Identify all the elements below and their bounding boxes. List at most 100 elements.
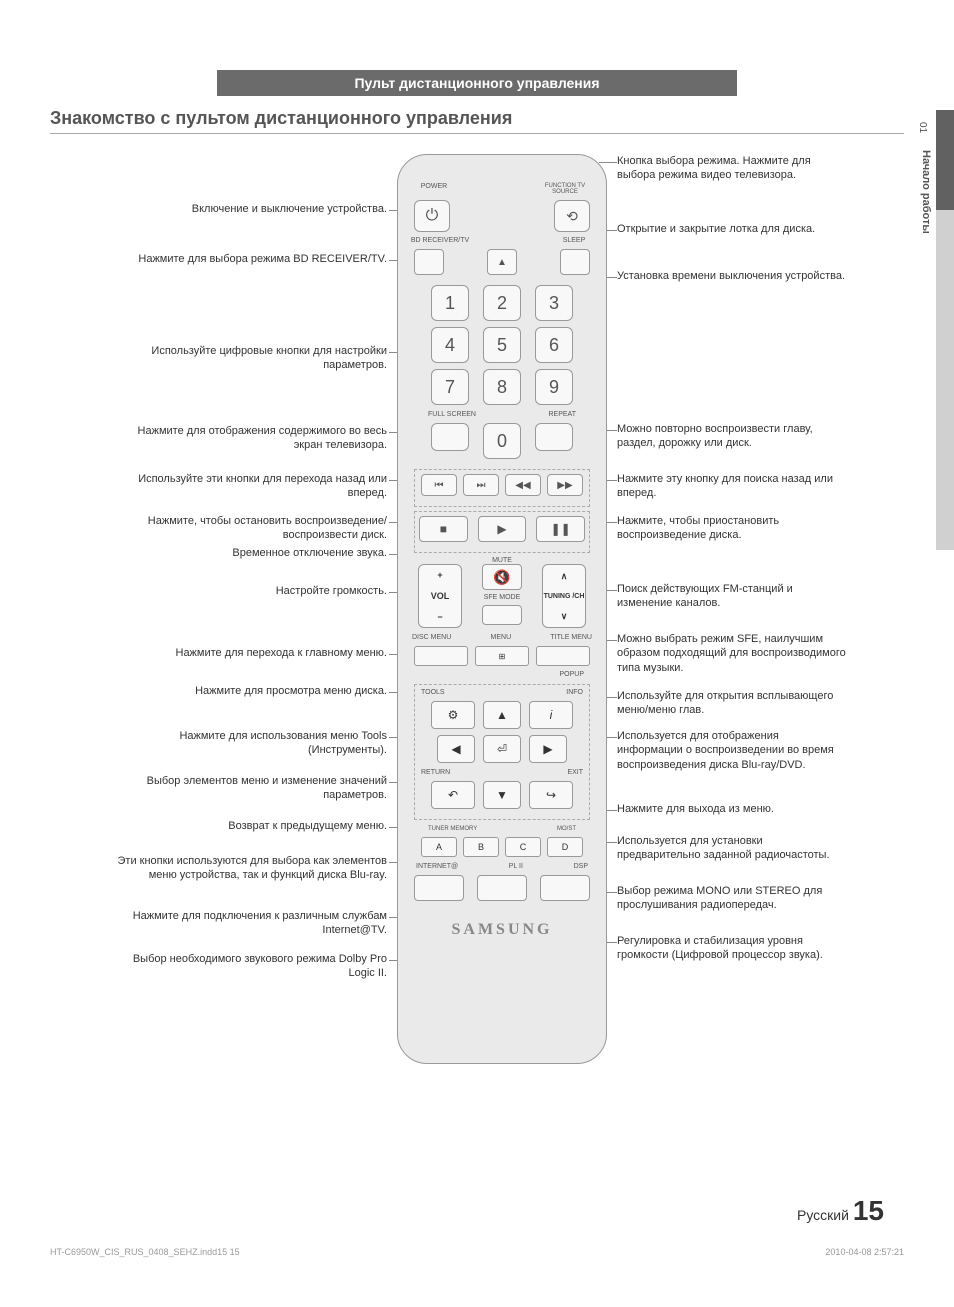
function-label: FUNCTION TV SOURCE <box>540 183 590 195</box>
num-4[interactable]: 4 <box>431 327 469 363</box>
repeat-label: REPEAT <box>549 411 577 418</box>
ffwd-button[interactable]: ▶▶ <box>547 474 583 496</box>
callout-left: Используйте цифровые кнопки для настройк… <box>107 344 387 373</box>
num-1[interactable]: 1 <box>431 285 469 321</box>
num-2[interactable]: 2 <box>483 285 521 321</box>
sfe-button[interactable] <box>482 605 522 625</box>
info-label: INFO <box>566 689 583 696</box>
internet-button[interactable] <box>414 875 464 901</box>
callout-right: Нажмите для выхода из меню. <box>617 802 847 816</box>
page-footer: HT-C6950W_CIS_RUS_0408_SEHZ.indd15 15 20… <box>50 1247 904 1257</box>
num-6[interactable]: 6 <box>535 327 573 363</box>
num-9[interactable]: 9 <box>535 369 573 405</box>
callout-left: Возврат к предыдущему меню. <box>107 819 387 833</box>
popup-label: POPUP <box>408 671 596 678</box>
callout-right: Выбор режима MONO или STEREO для прослуш… <box>617 884 847 913</box>
pl2-label: PL II <box>509 863 523 870</box>
callout-right: Регулировка и стабилизация уровня громко… <box>617 934 847 963</box>
fullscreen-label: FULL SCREEN <box>428 411 476 418</box>
mute-button[interactable]: 🔇 <box>482 564 522 590</box>
callout-right: Используется для установки предварительн… <box>617 834 847 863</box>
exit-button[interactable]: ↪ <box>529 781 573 809</box>
internet-label: INTERNET@ <box>416 863 458 870</box>
num-3[interactable]: 3 <box>535 285 573 321</box>
side-section-label: Начало работы <box>920 150 932 234</box>
callout-left: Временное отключение звука. <box>107 546 387 560</box>
fullscreen-button[interactable] <box>431 423 469 451</box>
callout-left: Нажмите для подключения к различным служ… <box>107 909 387 938</box>
discmenu-label: DISC MENU <box>412 634 451 641</box>
remote-diagram: Включение и выключение устройства. Нажмит… <box>107 154 847 1064</box>
callout-left: Нажмите для перехода к главному меню. <box>107 646 387 660</box>
callout-right: Установка времени выключения устройства. <box>617 269 847 283</box>
skip-fwd-button[interactable]: ⏭ <box>463 474 499 496</box>
callout-right: Нажмите эту кнопку для поиска назад или … <box>617 472 847 501</box>
function-button[interactable]: ⟲ <box>554 200 590 232</box>
titlemenu-button[interactable] <box>536 646 590 666</box>
num-0[interactable]: 0 <box>483 423 521 459</box>
discmenu-button[interactable] <box>414 646 468 666</box>
callout-right: Можно повторно воспроизвести главу, разд… <box>617 422 847 451</box>
callout-left: Эти кнопки используются для выбора как э… <box>107 854 387 883</box>
callout-left: Выбор элементов меню и изменение значени… <box>107 774 387 803</box>
footer-date: 2010-04-08 2:57:21 <box>825 1247 904 1257</box>
bdtv-label: BD RECEIVER/TV <box>410 237 470 244</box>
bdtv-button[interactable] <box>414 249 444 275</box>
tuning-control[interactable]: ∧TUNING /CH∨ <box>542 564 586 628</box>
skip-back-button[interactable]: ⏮ <box>421 474 457 496</box>
color-a[interactable]: A <box>421 837 457 857</box>
footer-file: HT-C6950W_CIS_RUS_0408_SEHZ.indd15 15 <box>50 1247 240 1257</box>
tools-button[interactable]: ⚙ <box>431 701 475 729</box>
info-button[interactable]: i <box>529 701 573 729</box>
num-5[interactable]: 5 <box>483 327 521 363</box>
color-c[interactable]: C <box>505 837 541 857</box>
vol-control[interactable]: +VOL− <box>418 564 462 628</box>
eject-button[interactable]: ▲ <box>487 249 517 275</box>
dsp-label: DSP <box>574 863 588 870</box>
samsung-logo: SAMSUNG <box>408 921 596 939</box>
repeat-button[interactable] <box>535 423 573 451</box>
callout-right: Нажмите, чтобы приостановить воспроизвед… <box>617 514 847 543</box>
tools-label: TOOLS <box>421 689 445 696</box>
dpad-up[interactable]: ▲ <box>483 701 521 729</box>
callout-left: Нажмите, чтобы остановить воспроизведени… <box>107 514 387 543</box>
callout-left: Настройте громкость. <box>107 584 387 598</box>
dpad-enter[interactable]: ⏎ <box>483 735 521 763</box>
side-tab <box>936 110 954 540</box>
dsp-button[interactable] <box>540 875 590 901</box>
callout-left: Включение и выключение устройства. <box>107 202 387 216</box>
callout-right: Поиск действующих FM-станций и изменение… <box>617 582 847 611</box>
stop-button[interactable]: ■ <box>419 516 468 542</box>
callout-right: Используется для отображения информации … <box>617 729 847 772</box>
color-d[interactable]: D <box>547 837 583 857</box>
most-label: MO/ST <box>557 826 576 832</box>
sleep-button[interactable] <box>560 249 590 275</box>
page-content: Пульт дистанционного управления Знакомст… <box>50 70 904 1257</box>
exit-label: EXIT <box>567 769 583 776</box>
dpad-right[interactable]: ▶ <box>529 735 567 763</box>
callout-right: Можно выбрать режим SFE, наилучшим образ… <box>617 632 847 675</box>
num-8[interactable]: 8 <box>483 369 521 405</box>
power-label: POWER <box>414 183 454 195</box>
pl2-button[interactable] <box>477 875 527 901</box>
page-number: Русский 15 <box>797 1195 884 1227</box>
dpad-down[interactable]: ▼ <box>483 781 521 809</box>
rewind-button[interactable]: ◀◀ <box>505 474 541 496</box>
return-label: RETURN <box>421 769 450 776</box>
return-button[interactable]: ↶ <box>431 781 475 809</box>
num-7[interactable]: 7 <box>431 369 469 405</box>
callout-left: Нажмите для использования меню Tools (Ин… <box>107 729 387 758</box>
dpad-left[interactable]: ◀ <box>437 735 475 763</box>
menu-button[interactable]: ⊞ <box>475 646 529 666</box>
color-b[interactable]: B <box>463 837 499 857</box>
callout-right: Кнопка выбора режима. Нажмите для выбора… <box>617 154 847 183</box>
remote-body: POWER FUNCTION TV SOURCE ⏻ ⟲ BD RECEIVER… <box>397 154 607 1064</box>
title-underline <box>50 133 904 134</box>
section-title-bar: Пульт дистанционного управления <box>217 70 737 96</box>
pause-button[interactable]: ❚❚ <box>536 516 585 542</box>
callout-left: Нажмите для выбора режима BD RECEIVER/TV… <box>107 252 387 266</box>
power-button[interactable]: ⏻ <box>414 200 450 232</box>
callout-left: Используйте эти кнопки для перехода наза… <box>107 472 387 501</box>
play-button[interactable]: ▶ <box>478 516 527 542</box>
mute-label: MUTE <box>408 557 596 564</box>
